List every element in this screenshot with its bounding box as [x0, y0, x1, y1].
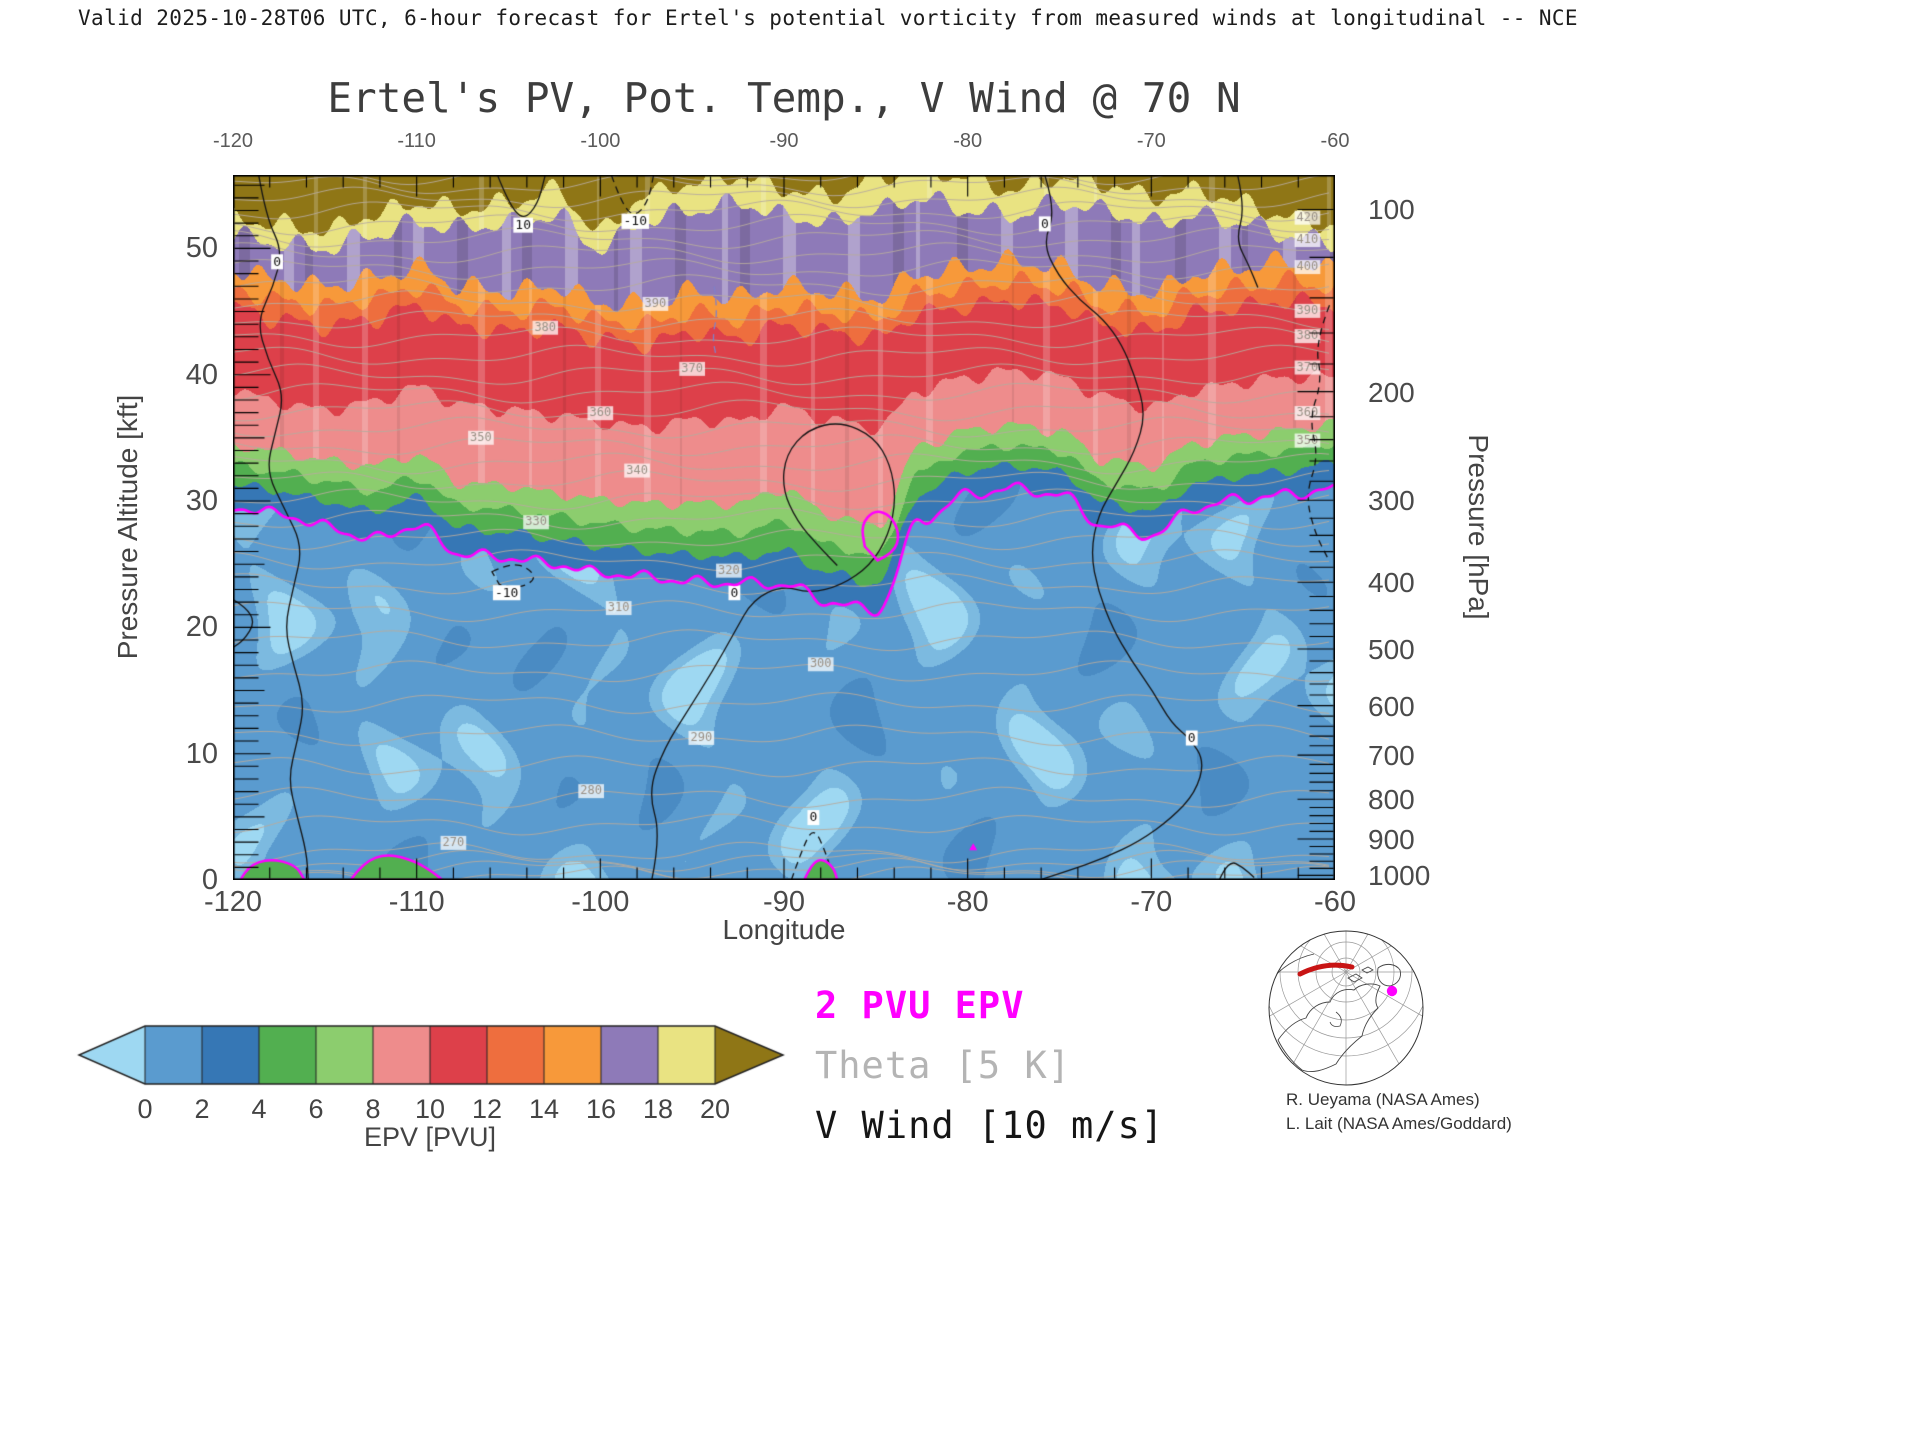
x-tick-bottom: -110 — [388, 886, 445, 918]
colorbar-tick: 8 — [365, 1094, 381, 1124]
colorbar-tick: 6 — [308, 1094, 324, 1124]
y-tick-hpa: 900 — [1368, 824, 1415, 856]
right-axis-title: Pressure [hPa] — [1463, 434, 1494, 620]
y-tick-kft: 30 — [185, 485, 218, 518]
pv-cross-section-plot — [233, 175, 1335, 880]
y-tick-hpa: 600 — [1368, 690, 1415, 722]
y-tick-hpa: 1000 — [1368, 860, 1431, 892]
x-tick-top: -90 — [769, 130, 799, 152]
colorbar-tick: 14 — [528, 1094, 560, 1124]
colorbar-tick: 12 — [471, 1094, 503, 1124]
colorbar-tick: 18 — [642, 1094, 674, 1124]
credit-line-1: R. Ueyama (NASA Ames) — [1286, 1090, 1480, 1109]
colorbar-tick: 0 — [137, 1094, 153, 1124]
y-tick-kft: 0 — [201, 864, 218, 896]
legend-2pvu-epv: 2 PVU EPV — [815, 984, 1025, 1027]
colorbar-tick: 16 — [585, 1094, 617, 1124]
credit-line-2: L. Lait (NASA Ames/Goddard) — [1286, 1114, 1512, 1133]
x-tick-bottom: -120 — [203, 886, 263, 918]
colorbar-title: EPV [PVU] — [363, 1122, 497, 1152]
map-inset-globe — [1268, 930, 1424, 1086]
x-tick-top: -100 — [580, 130, 621, 152]
legend-theta: Theta [5 K] — [815, 1044, 1072, 1087]
x-tick-top: -120 — [212, 130, 254, 152]
colorbar-tick: 20 — [699, 1094, 731, 1124]
y-tick-hpa: 500 — [1368, 633, 1415, 665]
left-axis-title: Pressure Altitude [kft] — [112, 394, 143, 660]
y-tick-kft: 40 — [185, 358, 218, 391]
colorbar-tick: 2 — [194, 1094, 210, 1124]
y-tick-hpa: 200 — [1368, 376, 1415, 408]
x-tick-top: -60 — [1320, 130, 1350, 152]
colorbar-tick: 10 — [414, 1094, 446, 1124]
x-tick-bottom: -80 — [946, 886, 989, 918]
x-tick-bottom: -100 — [571, 886, 630, 918]
x-tick-top: -110 — [397, 130, 436, 152]
y-tick-kft: 50 — [185, 232, 218, 265]
y-tick-hpa: 300 — [1368, 485, 1415, 517]
epv-colorbar — [75, 1022, 787, 1088]
y-tick-kft: 20 — [185, 611, 218, 644]
y-tick-hpa: 400 — [1368, 567, 1415, 599]
legend-vwind: V Wind [10 m/s] — [815, 1104, 1165, 1147]
y-tick-kft: 10 — [185, 737, 218, 770]
x-tick-bottom: -60 — [1314, 886, 1356, 918]
colorbar-tick: 4 — [251, 1094, 267, 1124]
x-tick-top: -80 — [953, 130, 983, 152]
x-tick-top: -70 — [1136, 130, 1166, 152]
y-tick-hpa: 800 — [1368, 784, 1415, 816]
y-tick-hpa: 700 — [1368, 740, 1415, 772]
y-tick-hpa: 100 — [1368, 194, 1415, 226]
x-axis-title: Longitude — [722, 914, 846, 945]
x-tick-bottom: -70 — [1130, 886, 1173, 918]
x-tick-bottom: -90 — [763, 886, 805, 918]
figure-title: Ertel's PV, Pot. Temp., V Wind @ 70 N — [327, 74, 1241, 122]
valid-time-header: Valid 2025-10-28T06 UTC, 6-hour forecast… — [78, 6, 1578, 30]
